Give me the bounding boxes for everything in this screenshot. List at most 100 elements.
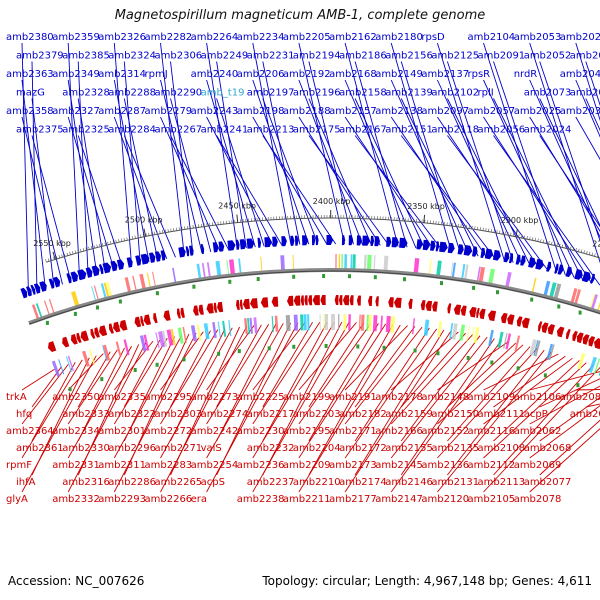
- reverse-gene-leader: [493, 355, 566, 408]
- reverse-gene-label: amb2283: [145, 460, 193, 471]
- scale-tick-label: 2550 kbp: [33, 239, 71, 248]
- cog-category-block: [463, 264, 469, 281]
- cog-category-block: [307, 314, 310, 331]
- gc-skew-marker: [436, 351, 440, 356]
- gc-skew-marker: [182, 357, 186, 362]
- forward-gene-leader: [437, 116, 540, 269]
- reverse-gene-label: amb2174: [339, 477, 387, 488]
- forward-gene-label: amb2073: [524, 88, 572, 99]
- reverse-gene-leader: [298, 322, 357, 391]
- reverse-gene-leader: [539, 419, 600, 476]
- reverse-gene-arrow: [582, 334, 590, 345]
- cog-category-block: [260, 256, 263, 273]
- reverse-gene-label: amb2225: [237, 392, 285, 403]
- forward-gene-leader: [298, 79, 363, 245]
- reverse-gene-arrow: [217, 301, 224, 313]
- reverse-gene-label: amb2116: [468, 426, 516, 437]
- reverse-gene-leader: [252, 322, 306, 391]
- reverse-gene-label: amb2155: [385, 443, 433, 454]
- reverse-gene-label: amb2236: [237, 460, 285, 471]
- cog-category-block: [350, 254, 353, 271]
- reverse-gene-leader: [206, 323, 284, 459]
- forward-gene-leader: [67, 116, 115, 271]
- cog-category-block: [82, 350, 90, 367]
- reverse-gene-arrow: [213, 302, 218, 313]
- reverse-gene-arrow: [375, 296, 379, 307]
- reverse-gene-arrow: [420, 300, 426, 311]
- forward-gene-arrow: [294, 235, 299, 246]
- gc-skew-marker: [578, 310, 582, 315]
- reverse-gene-arrow: [198, 304, 204, 315]
- scale-major-tick: [423, 214, 426, 223]
- cog-category-block: [588, 356, 597, 373]
- scale-minor-tick: [148, 232, 150, 236]
- reverse-gene-label: amb2191: [329, 392, 377, 403]
- forward-gene-leader: [390, 116, 488, 258]
- cog-category-block: [170, 328, 176, 346]
- reverse-gene-label: amb2242: [191, 426, 239, 437]
- forward-gene-label: amb2091: [478, 51, 526, 62]
- reverse-gene-leader: [262, 321, 313, 408]
- forward-gene-arrow: [484, 248, 494, 260]
- forward-gene-label: amb2279: [145, 106, 193, 117]
- reverse-gene-leader: [308, 322, 365, 408]
- reverse-gene-label: amb2350: [52, 392, 100, 403]
- cog-category-block: [514, 335, 521, 352]
- cog-category-block: [249, 317, 253, 334]
- reverse-gene-label: amb2173: [329, 460, 377, 471]
- reverse-gene-arrow: [469, 306, 477, 318]
- scale-minor-tick: [556, 243, 558, 247]
- forward-gene-arrow: [546, 261, 552, 272]
- reverse-gene-leader: [113, 335, 183, 459]
- reverse-gene-arrow: [447, 303, 452, 314]
- forward-gene-label: amb2175: [293, 125, 341, 136]
- scale-minor-tick: [63, 253, 66, 257]
- forward-gene-arrow: [20, 287, 28, 299]
- scale-minor-tick: [162, 230, 164, 234]
- scale-minor-tick: [45, 259, 47, 263]
- forward-gene-leader: [77, 98, 106, 273]
- cog-category-block: [48, 298, 55, 315]
- reverse-gene-label: amb2203: [293, 409, 341, 420]
- cog-category-block: [363, 254, 367, 271]
- cog-category-block: [471, 326, 475, 343]
- cog-category-block: [459, 324, 466, 341]
- reverse-gene-label: amb2334: [52, 426, 100, 437]
- backbone-inner: [29, 270, 600, 325]
- gc-skew-marker: [516, 366, 520, 371]
- reverse-gene-leader: [160, 327, 233, 459]
- reverse-gene-label: amb2152: [421, 426, 469, 437]
- forward-gene-arrow: [239, 239, 247, 250]
- forward-gene-label: amb2157: [329, 106, 377, 117]
- forward-gene-label: amb2194: [293, 51, 341, 62]
- forward-gene-label: amb2282: [145, 32, 193, 43]
- scale-minor-tick: [184, 226, 186, 230]
- reverse-gene-arrow: [408, 298, 413, 309]
- forward-gene-arrow: [348, 235, 354, 246]
- cog-category-block: [341, 254, 343, 271]
- forward-gene-label: amb2162: [329, 32, 377, 43]
- reverse-gene-arrow: [507, 314, 515, 325]
- reverse-gene-arrow: [94, 327, 100, 338]
- reverse-gene-arrow: [453, 304, 462, 315]
- scale-minor-tick: [74, 250, 77, 254]
- forward-gene-label: rpsR: [468, 69, 491, 80]
- reverse-gene-leader: [160, 331, 204, 391]
- reverse-gene-arrow: [140, 315, 145, 327]
- gc-skew-marker: [373, 275, 377, 280]
- reverse-gene-label: amb2084: [570, 409, 600, 420]
- reverse-gene-leader: [170, 330, 211, 408]
- reverse-gene-label: amb2330: [62, 443, 110, 454]
- cog-category-block: [596, 301, 600, 312]
- cog-category-block: [152, 271, 157, 288]
- cog-category-block: [543, 280, 551, 297]
- reverse-gene-arrow: [368, 295, 373, 306]
- reverse-gene-arrow: [588, 336, 596, 347]
- forward-gene-arrow: [302, 235, 309, 246]
- forward-gene-arrow: [535, 258, 544, 270]
- reverse-gene-arrow: [338, 295, 343, 306]
- forward-gene-leader: [446, 61, 514, 263]
- reverse-gene-label: era: [191, 494, 207, 505]
- reverse-gene-label: amb2311: [98, 460, 146, 471]
- cog-category-block: [244, 318, 248, 335]
